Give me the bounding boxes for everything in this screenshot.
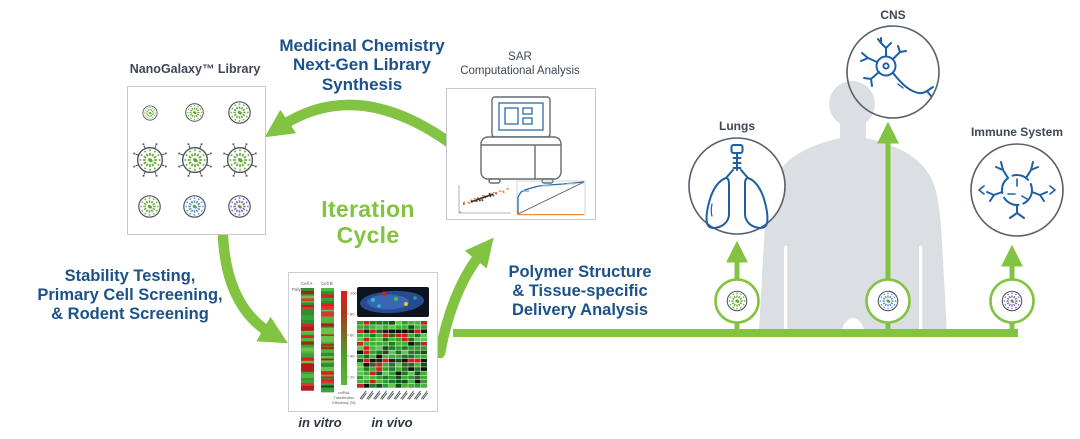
svg-text:80: 80 xyxy=(350,312,355,317)
lungs-label: Lungs xyxy=(719,119,755,133)
iteration-cycle-label: Iteration Cycle xyxy=(321,196,415,249)
step-screening-label: Stability Testing, Primary Cell Screenin… xyxy=(37,267,223,323)
nanoparticle-icon xyxy=(221,141,259,179)
nanoparticle-icon xyxy=(139,102,161,124)
invivo-heatmap xyxy=(357,321,427,388)
sar-title: SAR Computational Analysis xyxy=(460,51,580,77)
svg-text:100: 100 xyxy=(350,291,357,296)
library-title: NanoGalaxy™ Library xyxy=(129,62,261,76)
cns-circle xyxy=(846,25,940,119)
lungs-circle xyxy=(688,137,786,235)
lungs-icon xyxy=(705,144,769,229)
svg-text:20: 20 xyxy=(350,375,355,380)
invitro-heatmap-column-b xyxy=(321,288,334,393)
invivo-tissue-tick-labels xyxy=(359,390,429,400)
silhouette-leg-gap xyxy=(840,318,866,364)
immune-system-label: Immune System xyxy=(970,125,1064,139)
silhouette-arm-gap-left xyxy=(784,246,788,333)
results-box: Polymers Cell A Cell B 100 80 60 40 20 m… xyxy=(288,272,438,412)
arrow-library-to-screening xyxy=(217,231,288,344)
nanoparticle-icon xyxy=(722,286,752,316)
arrow-screening-to-sar xyxy=(434,237,494,359)
svg-text:Efficiency (%): Efficiency (%) xyxy=(332,401,356,405)
nanoparticle-icon xyxy=(133,190,166,223)
analyzer-machine-icon xyxy=(480,96,562,184)
cns-label: CNS xyxy=(880,8,906,22)
cell-b-label: Cell B xyxy=(321,281,333,286)
sar-box xyxy=(446,88,596,220)
sar-roc-plot xyxy=(516,180,586,216)
cell-a-label: Cell A xyxy=(301,281,313,286)
nanoparticle-icon xyxy=(131,141,169,179)
step-synthesis-label: Medicinal Chemistry Next-Gen Library Syn… xyxy=(279,36,445,94)
nanoparticle-icon xyxy=(181,99,208,126)
nanoparticle-icon xyxy=(176,141,214,179)
svg-text:mRNA: mRNA xyxy=(338,391,350,395)
invitro-heatmap-column-a xyxy=(301,288,314,391)
in-vivo-label: in vivo xyxy=(371,415,413,430)
step-delivery-label: Polymer Structure & Tissue-specific Deli… xyxy=(508,263,652,319)
svg-text:Transfection: Transfection xyxy=(334,396,355,400)
silhouette-arm-gap-right xyxy=(919,246,923,333)
colorbar-caption: mRNA Transfection Efficiency (%) xyxy=(332,391,356,405)
svg-text:40: 40 xyxy=(350,354,355,359)
svg-text:60: 60 xyxy=(350,333,355,338)
nanoparticle-icon xyxy=(223,190,256,223)
cns-neuron-icon xyxy=(860,37,934,97)
in-vitro-label: in vitro xyxy=(298,415,342,430)
sar-graphics xyxy=(458,96,586,216)
nanoparticle-icon xyxy=(873,286,903,316)
nanoparticle-icon xyxy=(178,190,211,223)
mouse-scan-image xyxy=(357,287,429,317)
results-graphics: Polymers Cell A Cell B 100 80 60 40 20 m… xyxy=(292,281,429,405)
human-silhouette-icon xyxy=(759,81,947,364)
colorbar-ticks: 100 80 60 40 20 xyxy=(347,291,357,380)
arrow-sar-to-library xyxy=(264,99,456,149)
nanoparticle-icon xyxy=(223,96,256,129)
immune-cell-icon xyxy=(978,161,1056,219)
immune-circle xyxy=(970,143,1064,237)
colorbar xyxy=(341,291,347,385)
nanoparticle-icon xyxy=(997,286,1027,316)
sar-scatter-plot xyxy=(458,185,511,214)
